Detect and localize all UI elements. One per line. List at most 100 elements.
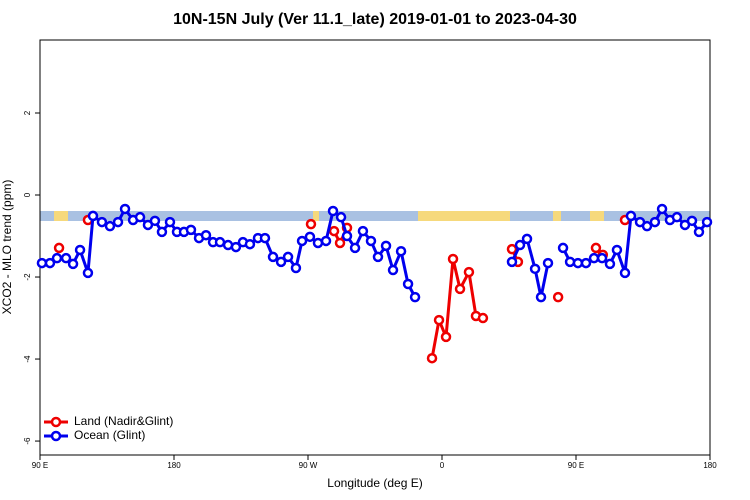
y-tick-label: 0 bbox=[23, 192, 32, 197]
data-point bbox=[164, 216, 176, 228]
data-point bbox=[282, 251, 294, 263]
data-point bbox=[341, 230, 353, 242]
data-point bbox=[60, 252, 72, 264]
data-point bbox=[625, 210, 637, 222]
land-patch bbox=[418, 211, 510, 221]
y-tick-label: -4 bbox=[23, 355, 32, 363]
data-point bbox=[304, 231, 316, 243]
legend: Land (Nadir&Glint)Ocean (Glint) bbox=[44, 414, 173, 442]
plot-frame bbox=[39, 39, 711, 456]
x-tick-label: 0 bbox=[440, 461, 445, 470]
x-tick-label: 90 W bbox=[299, 461, 318, 470]
data-point bbox=[51, 252, 63, 264]
data-point bbox=[557, 242, 569, 254]
data-point bbox=[327, 205, 339, 217]
land-patch bbox=[54, 211, 68, 221]
data-point bbox=[67, 258, 79, 270]
y-tick-label: -6 bbox=[23, 437, 32, 445]
data-point bbox=[440, 331, 452, 343]
data-point bbox=[514, 239, 526, 251]
data-point bbox=[604, 258, 616, 270]
data-point bbox=[641, 220, 653, 232]
data-point bbox=[104, 220, 116, 232]
data-point bbox=[506, 243, 518, 255]
y-axis-label: XCO2 - MLO trend (ppm) bbox=[0, 180, 14, 315]
data-point bbox=[320, 235, 332, 247]
data-point bbox=[357, 225, 369, 237]
data-point bbox=[267, 251, 279, 263]
data-point bbox=[454, 283, 466, 295]
data-point bbox=[74, 244, 86, 256]
data-point bbox=[149, 215, 161, 227]
data-point bbox=[580, 257, 592, 269]
data-point bbox=[53, 242, 65, 254]
data-point bbox=[693, 226, 705, 238]
data-point bbox=[290, 262, 302, 274]
data-point bbox=[134, 211, 146, 223]
data-point bbox=[542, 257, 554, 269]
legend-marker bbox=[50, 416, 62, 428]
data-point bbox=[506, 256, 518, 268]
data-point bbox=[328, 225, 340, 237]
data-point bbox=[275, 256, 287, 268]
data-point bbox=[82, 267, 94, 279]
land-patch bbox=[553, 211, 561, 221]
data-point bbox=[409, 291, 421, 303]
ocean-strip bbox=[40, 211, 710, 221]
land-patch bbox=[313, 211, 319, 221]
data-point bbox=[426, 352, 438, 364]
data-point bbox=[335, 211, 347, 223]
data-point bbox=[552, 291, 564, 303]
data-point bbox=[349, 242, 361, 254]
data-point bbox=[87, 210, 99, 222]
data-point bbox=[671, 211, 683, 223]
data-point bbox=[156, 226, 168, 238]
y-tick-label: 2 bbox=[23, 110, 32, 115]
data-point bbox=[334, 237, 346, 249]
chart-title: 10N-15N July (Ver 11.1_late) 2019-01-01 … bbox=[173, 11, 577, 28]
data-point bbox=[387, 264, 399, 276]
data-point bbox=[686, 215, 698, 227]
y-tick-label: -2 bbox=[23, 273, 32, 281]
data-point bbox=[395, 245, 407, 257]
data-point bbox=[312, 237, 324, 249]
land-patch bbox=[590, 211, 604, 221]
data-point bbox=[119, 203, 131, 215]
data-point bbox=[463, 266, 475, 278]
data-point bbox=[230, 241, 242, 253]
data-point bbox=[296, 235, 308, 247]
data-point bbox=[200, 229, 212, 241]
data-point bbox=[656, 203, 668, 215]
data-point bbox=[185, 224, 197, 236]
x-axis-label: Longitude (deg E) bbox=[327, 476, 422, 490]
data-point bbox=[590, 242, 602, 254]
x-tick-label: 180 bbox=[703, 461, 717, 470]
data-point bbox=[535, 291, 547, 303]
data-point bbox=[259, 232, 271, 244]
data-point bbox=[649, 216, 661, 228]
data-point bbox=[611, 244, 623, 256]
data-point bbox=[402, 278, 414, 290]
legend-label: Ocean (Glint) bbox=[74, 428, 145, 442]
data-point bbox=[244, 238, 256, 250]
data-point bbox=[372, 251, 384, 263]
data-point bbox=[433, 314, 445, 326]
data-point bbox=[596, 252, 608, 264]
x-tick-label: 180 bbox=[167, 461, 181, 470]
data-point bbox=[96, 216, 108, 228]
data-point bbox=[701, 216, 713, 228]
data-point bbox=[619, 267, 631, 279]
data-point bbox=[44, 257, 56, 269]
data-point bbox=[529, 263, 541, 275]
data-point bbox=[521, 233, 533, 245]
data-point bbox=[112, 216, 124, 228]
data-point bbox=[305, 218, 317, 230]
data-point bbox=[365, 235, 377, 247]
data-point bbox=[477, 312, 489, 324]
legend-marker bbox=[50, 430, 62, 442]
data-point bbox=[380, 240, 392, 252]
data-point bbox=[447, 253, 459, 265]
x-tick-label: 90 E bbox=[568, 461, 584, 470]
land-ocean-strip bbox=[40, 211, 710, 221]
